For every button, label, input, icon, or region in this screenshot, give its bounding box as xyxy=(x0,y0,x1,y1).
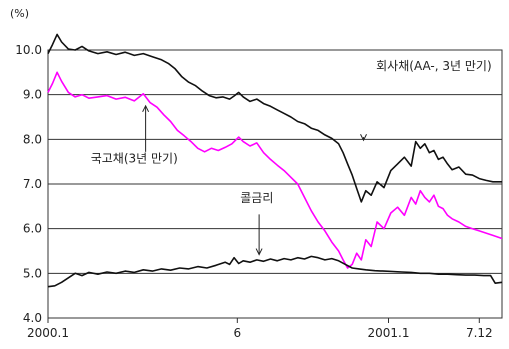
treasury-bond-line xyxy=(47,71,503,269)
y-tick-label: 4.0 xyxy=(23,311,42,325)
series-layer xyxy=(47,33,503,288)
y-tick-label: 9.0 xyxy=(23,88,42,102)
y-tick-label: 6.0 xyxy=(23,222,42,236)
y-tick-label: 10.0 xyxy=(15,43,42,57)
y-unit-label: (%) xyxy=(10,7,29,20)
corporate-bond-annotation-arrowhead xyxy=(360,134,367,142)
corporate-bond-annotation: 회사채(AA-, 3년 만기) xyxy=(376,59,492,73)
y-tick-label: 8.0 xyxy=(23,132,42,146)
treasury-bond-annotation-arrowhead xyxy=(142,104,150,113)
y-tick-label: 7.0 xyxy=(23,177,42,191)
treasury-bond-annotation: 국고채(3년 만기) xyxy=(91,152,178,166)
call-rate-line xyxy=(47,255,503,288)
x-tick-label: 2000.1 xyxy=(27,326,69,340)
call-rate-annotation-arrowhead xyxy=(255,248,263,256)
annotation-layer: 회사채(AA-, 3년 만기) 국고채(3년 만기) 콜금리 xyxy=(91,59,492,256)
x-tick-label: 7.12 xyxy=(466,326,493,340)
call-rate-annotation: 콜금리 xyxy=(240,191,273,205)
corporate-bond-line xyxy=(47,33,502,203)
axis-layer: 4.0 5.0 6.0 7.0 8.0 9.0 10.0 (%) 2000.1 6 2001.1 7.… xyxy=(10,7,493,340)
y-tick-label: 5.0 xyxy=(23,266,42,280)
x-tick-label: 6 xyxy=(233,326,241,340)
x-tick-label: 2001.1 xyxy=(368,326,410,340)
grid-layer xyxy=(47,49,503,319)
